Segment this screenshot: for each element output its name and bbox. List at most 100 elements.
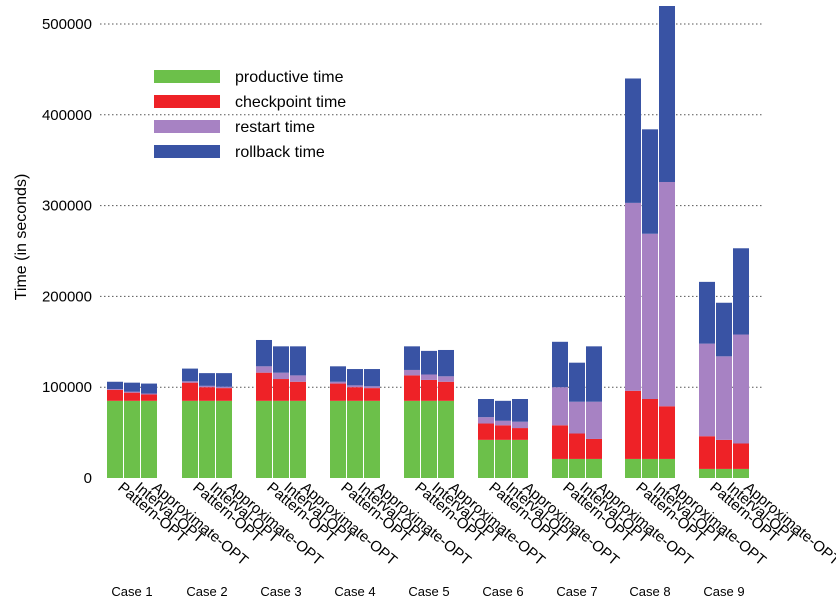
bar-segment-restart <box>625 202 641 391</box>
bar-segment-productive <box>569 458 585 478</box>
bar-segment-rollback <box>347 369 363 386</box>
bar-segment-checkpoint <box>330 383 346 401</box>
bar-segment-rollback <box>330 366 346 382</box>
case-label: Case 6 <box>482 584 523 599</box>
bar-segment-productive <box>625 458 641 478</box>
bar-segment-checkpoint <box>438 381 454 401</box>
legend-label: restart time <box>235 119 315 136</box>
bar-segment-productive <box>347 400 363 478</box>
legend: productive time checkpoint time restart ti… <box>154 69 346 161</box>
bar-segment-rollback <box>586 346 602 402</box>
bar-segment-restart <box>330 381 346 384</box>
case-label: Case 4 <box>334 584 375 599</box>
bar-segment-productive <box>659 458 675 478</box>
bar-segment-rollback <box>478 399 494 418</box>
bar-segment-checkpoint <box>659 406 675 459</box>
bar-segment-productive <box>330 400 346 478</box>
bar-segment-rollback <box>107 381 123 390</box>
bar-segment-rollback <box>438 349 454 377</box>
bar-segment-checkpoint <box>290 381 306 401</box>
bar-segment-checkpoint <box>216 388 232 401</box>
bar-segment-restart <box>364 386 380 389</box>
bar-segment-productive <box>478 439 494 478</box>
y-tick-label: 100000 <box>42 379 92 396</box>
bar-segment-checkpoint <box>699 436 715 469</box>
bar-segment-productive <box>290 400 306 478</box>
bar-segment-productive <box>199 400 215 478</box>
bar-segment-restart <box>552 387 568 426</box>
bar-segment-rollback <box>642 129 658 234</box>
bar-segment-productive <box>107 400 123 478</box>
bar-segment-rollback <box>141 383 157 394</box>
bar-segment-restart <box>478 417 494 424</box>
bar-segment-restart <box>716 356 732 440</box>
bar-segment-restart <box>586 401 602 439</box>
bar-segment-restart <box>421 374 437 380</box>
case-label: Case 5 <box>408 584 449 599</box>
bar-segment-rollback <box>273 346 289 373</box>
y-tick-label: 200000 <box>42 288 92 305</box>
bar-segment-productive <box>699 468 715 478</box>
bar-segment-rollback <box>182 368 198 382</box>
bar-segment-productive <box>404 400 420 478</box>
bar-segment-rollback <box>256 339 272 367</box>
bar-segment-checkpoint <box>552 425 568 459</box>
bar-segment-restart <box>141 393 157 395</box>
bar-segment-productive <box>421 400 437 478</box>
bar-segment-checkpoint <box>625 390 641 459</box>
bar-segment-rollback <box>290 346 306 376</box>
bar-segment-rollback <box>199 373 215 386</box>
legend-swatch-productive <box>154 70 220 83</box>
bar-segment-rollback <box>495 400 511 421</box>
bar-segment-restart <box>404 369 420 376</box>
bar-segment-restart <box>659 181 675 407</box>
bar-segment-restart <box>733 334 749 444</box>
bar-segment-checkpoint <box>733 443 749 469</box>
legend-label: checkpoint time <box>235 94 346 111</box>
bar-segment-productive <box>364 400 380 478</box>
bar-segment-restart <box>256 366 272 373</box>
bar-segment-checkpoint <box>478 423 494 440</box>
bar-segment-productive <box>273 400 289 478</box>
bar-segment-restart <box>438 376 454 382</box>
bar-segment-productive <box>733 468 749 478</box>
bar-segment-checkpoint <box>107 389 123 401</box>
bar-segment-productive <box>182 400 198 478</box>
bar-segment-checkpoint <box>642 399 658 459</box>
bar-segment-restart <box>642 233 658 400</box>
bar-segment-checkpoint <box>364 388 380 401</box>
bar-segment-checkpoint <box>421 379 437 401</box>
bar-segment-rollback <box>364 369 380 387</box>
bar-segment-productive <box>495 439 511 478</box>
bar-segment-productive <box>512 439 528 478</box>
bar-segment-rollback <box>569 362 585 402</box>
case-label: Case 3 <box>260 584 301 599</box>
bar-segment-rollback <box>421 350 437 375</box>
bar-segment-restart <box>699 343 715 437</box>
y-axis: 0 100000 200000 300000 400000 500000 <box>42 16 92 487</box>
legend-label: rollback time <box>235 144 325 161</box>
legend-label: productive time <box>235 69 344 86</box>
bar-segment-restart <box>569 401 585 434</box>
bar-segment-restart <box>107 389 123 390</box>
bar-segment-productive <box>141 400 157 478</box>
bar-segment-checkpoint <box>182 382 198 401</box>
bar-segment-productive <box>124 400 140 478</box>
bar-segment-rollback <box>552 341 568 388</box>
bar-segment-restart <box>124 391 140 393</box>
case-label: Case 9 <box>703 584 744 599</box>
bar-segment-restart <box>495 420 511 426</box>
bars <box>107 6 749 478</box>
legend-swatch-restart <box>154 120 220 133</box>
bar-segment-productive <box>716 468 732 478</box>
bar-segment-restart <box>347 385 363 388</box>
bar-segment-checkpoint <box>716 439 732 469</box>
bar-segment-rollback <box>216 373 232 387</box>
x-axis-labels: Pattern-OPTInterval-OPTApproximate-OPTCa… <box>111 479 836 599</box>
bar-segment-rollback <box>659 6 675 182</box>
bar-segment-rollback <box>124 382 140 392</box>
bar-segment-checkpoint <box>347 387 363 401</box>
y-tick-label: 300000 <box>42 198 92 215</box>
